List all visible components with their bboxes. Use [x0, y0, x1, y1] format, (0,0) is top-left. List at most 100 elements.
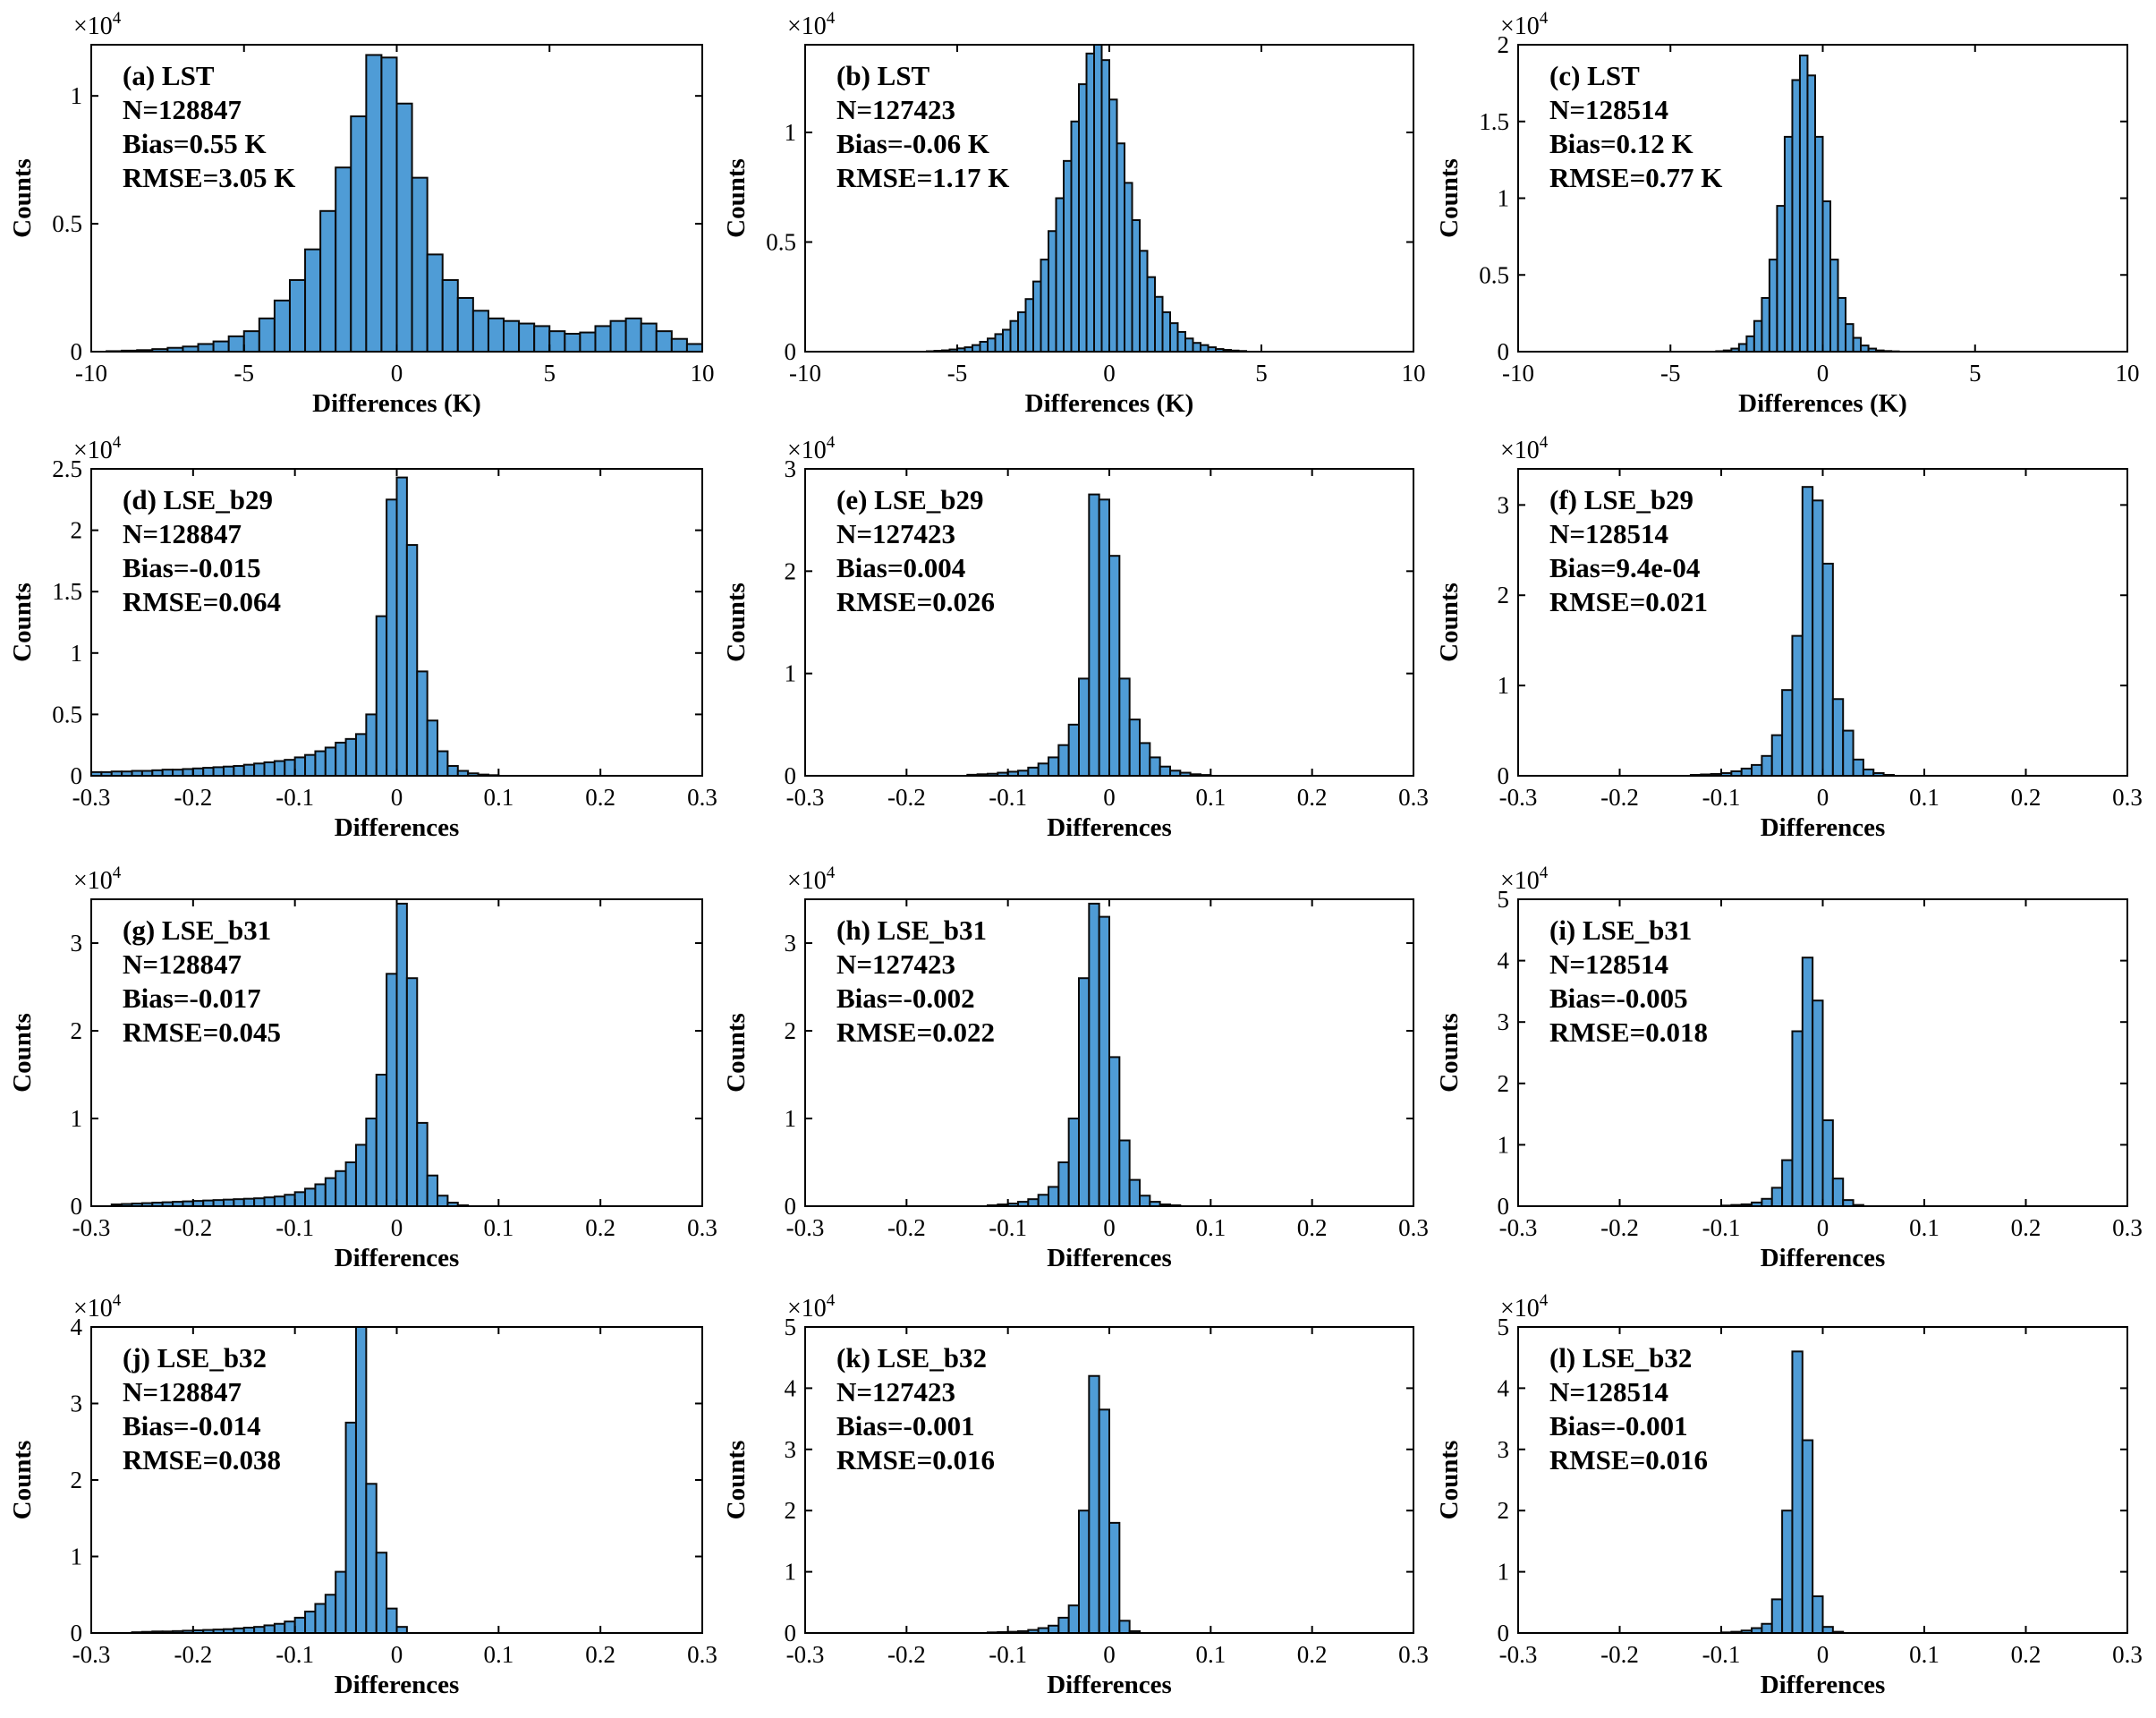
histogram-bar — [1770, 1186, 1784, 1208]
histogram-bar — [1078, 677, 1091, 778]
x-tick-label: 0.3 — [687, 1641, 717, 1668]
histogram-bar — [1009, 319, 1019, 353]
axis-multiplier: ×104 — [1500, 863, 1549, 895]
histogram-bar — [1098, 915, 1111, 1207]
histogram-bar — [1154, 295, 1164, 353]
y-tick-label: 0 — [71, 762, 83, 789]
y-tick-label: 1 — [785, 660, 797, 687]
histogram-bar — [1128, 1178, 1142, 1207]
y-axis-label: Counts — [8, 1441, 37, 1520]
stats-annotation-line: (j) LSE_b32 — [123, 1342, 267, 1374]
histogram-bar — [365, 54, 383, 353]
histogram-bar — [1862, 768, 1875, 778]
histogram-bar — [273, 1195, 286, 1207]
y-tick-label: 0 — [71, 1193, 83, 1220]
chart-d: -0.3 -0.2 -0.1 0 0.1 0.2 0.3 0 0.5 1 1.5 2 2.5×104 Di… — [8, 433, 717, 842]
y-axis-label: Counts — [1435, 1441, 1464, 1520]
histogram-bar — [1831, 1178, 1845, 1208]
histogram-bar — [1852, 336, 1863, 353]
stats-annotation-line: Bias=-0.015 — [123, 552, 261, 583]
x-tick-label: -10 — [789, 360, 821, 387]
histogram-bar — [1040, 259, 1049, 353]
histogram-bar — [242, 763, 256, 778]
x-tick-label: -0.3 — [1499, 1641, 1538, 1668]
stats-annotation-line: RMSE=0.016 — [1549, 1444, 1708, 1476]
histogram-bar — [416, 1121, 429, 1208]
x-tick-label: -0.2 — [174, 1641, 212, 1668]
y-tick-label: 2 — [1498, 31, 1510, 58]
histogram-bar — [405, 544, 419, 777]
y-tick-label: 0 — [71, 1620, 83, 1646]
x-tick-label: 0.3 — [2112, 784, 2143, 811]
histogram-bar — [1821, 1118, 1834, 1207]
x-tick-label: 0 — [1817, 784, 1829, 811]
y-tick-label: 0.5 — [52, 210, 82, 237]
y-tick-label: 3 — [71, 1391, 83, 1417]
axis-multiplier: ×104 — [1500, 1291, 1549, 1323]
histogram-bar — [1753, 319, 1763, 353]
histogram-bar — [1055, 197, 1065, 353]
x-axis-label: Differences (K) — [1025, 389, 1194, 418]
x-axis-label: Differences — [335, 813, 460, 842]
histogram-bar — [1852, 758, 1864, 778]
histogram-bar — [1088, 493, 1100, 778]
chart-k: -0.3 -0.2 -0.1 0 0.1 0.2 0.3 0 1 2 3 4 5×104 Differen… — [722, 1291, 1429, 1699]
histogram-bar — [273, 1622, 286, 1634]
stats-annotation-line: (f) LSE_b29 — [1549, 484, 1693, 515]
chart-h: -0.3 -0.2 -0.1 0 0.1 0.2 0.3 0 1 2 3 ×104 Difference… — [722, 863, 1429, 1272]
histogram-bar — [1837, 296, 1847, 353]
chart-b: -10 -5 0 5 10 0 0.5 1 ×104 Differences (K) Counts (… — [722, 9, 1426, 418]
histogram-bar — [1118, 1620, 1131, 1634]
histogram-bar — [1761, 296, 1770, 353]
stats-annotation-line: RMSE=0.021 — [1549, 586, 1708, 617]
x-tick-label: -0.3 — [786, 1214, 825, 1241]
histogram-bar — [365, 1118, 378, 1207]
histogram-bar — [1812, 1595, 1824, 1634]
stats-annotation-line: (l) LSE_b32 — [1549, 1342, 1692, 1374]
histogram-bar — [1806, 74, 1816, 353]
histogram-bar — [386, 973, 398, 1208]
x-tick-label: -0.2 — [174, 1214, 212, 1241]
histogram-bar — [314, 1603, 327, 1635]
y-tick-label: 1 — [71, 1544, 83, 1570]
histogram-bar — [987, 337, 997, 353]
y-tick-label: 1 — [71, 82, 83, 109]
histogram-bar — [304, 248, 322, 353]
y-axis-label: Counts — [722, 158, 751, 238]
axis-multiplier: ×104 — [73, 863, 122, 895]
y-tick-label: 4 — [785, 1374, 797, 1401]
stats-annotation-line: (c) LST — [1549, 60, 1640, 91]
histogram-bar — [253, 1626, 266, 1635]
histogram-bar — [344, 1161, 357, 1207]
histogram-bar — [1821, 562, 1834, 777]
y-tick-label: 0 — [785, 1620, 797, 1646]
stats-annotation-line: Bias=-0.017 — [123, 982, 261, 1014]
histogram-bar — [416, 670, 429, 778]
x-axis-label: Differences — [335, 1671, 460, 1699]
histogram-bar — [1032, 280, 1042, 353]
histogram-bar — [1108, 1521, 1121, 1635]
histogram-bar — [1781, 689, 1794, 777]
histogram-bar — [1078, 977, 1091, 1207]
x-tick-label: -0.1 — [1702, 784, 1741, 811]
y-tick-label: 3 — [785, 1436, 797, 1463]
histogram-bar — [1070, 120, 1080, 353]
histogram-bar — [1093, 44, 1103, 353]
y-tick-label: 2 — [785, 557, 797, 584]
y-axis-label: Counts — [1435, 583, 1464, 662]
y-tick-label: 2 — [71, 517, 83, 544]
stats-annotation-line: Bias=-0.014 — [123, 1410, 261, 1442]
y-tick-label: 2 — [785, 1017, 797, 1044]
histogram-bar — [202, 767, 215, 778]
chart-g: -0.3 -0.2 -0.1 0 0.1 0.2 0.3 0 1 2 3 ×104 Difference… — [8, 863, 717, 1272]
histogram-bar — [293, 1616, 307, 1635]
stats-annotation-line: N=128514 — [1549, 1376, 1668, 1408]
histogram-bar — [609, 319, 627, 353]
histogram-bar — [354, 1326, 368, 1634]
histogram-bar — [1048, 756, 1060, 777]
histogram-bar — [386, 1607, 398, 1635]
histogram-bar — [564, 332, 581, 353]
histogram-bar — [182, 768, 194, 778]
y-tick-label: 2.5 — [52, 455, 82, 482]
